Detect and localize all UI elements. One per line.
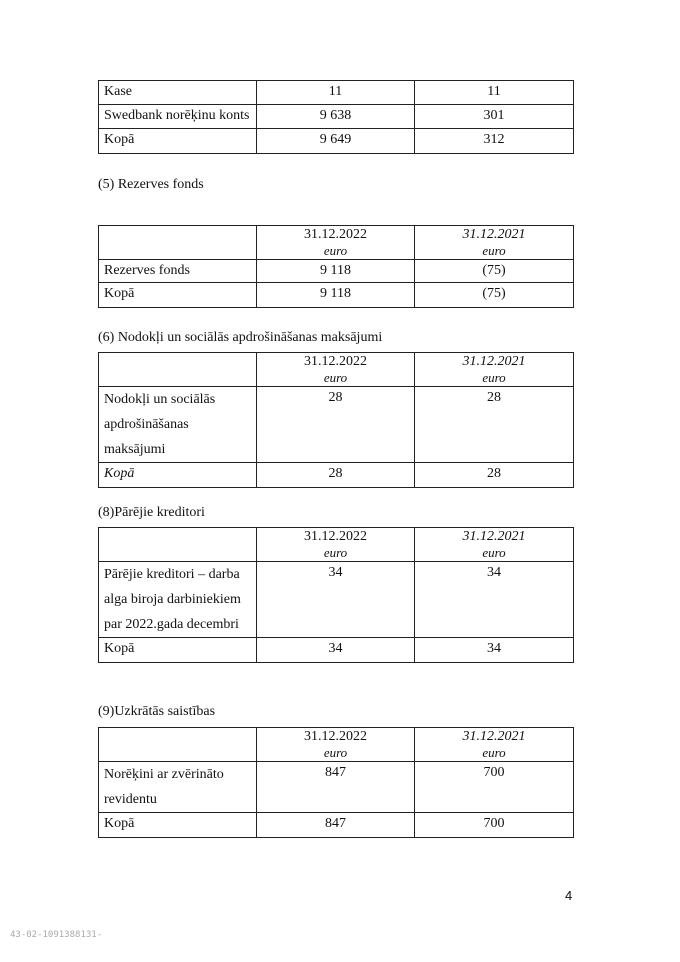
- value-cell: 312: [414, 128, 574, 154]
- date-label: 31.12.2022: [304, 227, 367, 242]
- table-row: Kopā 9 118 (75): [98, 282, 574, 308]
- value-cell: 34: [414, 637, 574, 663]
- unit-label: euro: [482, 545, 506, 560]
- value-cell: (75): [414, 282, 574, 308]
- table-row: Kopā 28 28: [98, 462, 574, 488]
- unit-label: euro: [323, 370, 348, 385]
- table-header-row: 31.12.2022 euro 31.12.2021 euro: [98, 225, 574, 260]
- header-cell: 31.12.2021 euro: [414, 727, 574, 762]
- value-cell: 9 118: [256, 259, 415, 283]
- value-cell: (75): [414, 259, 574, 283]
- header-cell: 31.12.2021 euro: [414, 527, 574, 562]
- table-row: Norēķini ar zvērināto revidentu 847 700: [98, 761, 574, 813]
- row-label: Rezerves fonds: [98, 259, 257, 283]
- table-row: Kase 11 11: [98, 80, 574, 105]
- table-header-row: 31.12.2022 euro 31.12.2021 euro: [98, 527, 574, 562]
- value-cell: 28: [256, 386, 415, 463]
- value-cell: 847: [256, 761, 415, 813]
- row-label: Kopā: [98, 282, 257, 308]
- table-row: Swedbank norēķinu konts 9 638 301: [98, 104, 574, 129]
- row-label: Kopā: [98, 637, 257, 663]
- date-label: 31.12.2022: [304, 529, 367, 544]
- header-cell: 31.12.2022 euro: [256, 225, 415, 260]
- table-row: Pārējie kreditori – darba alga biroja da…: [98, 561, 574, 638]
- value-cell: 34: [256, 561, 415, 638]
- date-label: 31.12.2022: [304, 354, 367, 369]
- header-cell: 31.12.2022 euro: [256, 352, 415, 387]
- table-header-row: 31.12.2022 euro 31.12.2021 euro: [98, 352, 574, 387]
- date-label: 31.12.2021: [462, 729, 526, 744]
- table-row: Kopā 9 649 312: [98, 128, 574, 154]
- date-label: 31.12.2022: [304, 729, 367, 744]
- header-cell: 31.12.2021 euro: [414, 352, 574, 387]
- section-heading: (6) Nodokļi un sociālās apdrošināšanas m…: [98, 330, 383, 345]
- row-label: Kopā: [98, 462, 257, 488]
- table-header-row: 31.12.2022 euro 31.12.2021 euro: [98, 727, 574, 762]
- unit-label: euro: [482, 370, 506, 385]
- value-cell: 11: [256, 80, 415, 105]
- value-cell: 11: [414, 80, 574, 105]
- value-cell: 28: [256, 462, 415, 488]
- document-stamp: 43-02-1091388131-: [10, 930, 103, 940]
- data-table: 31.12.2022 euro 31.12.2021 euro Nodokļi un s…: [98, 352, 574, 488]
- row-label: Norēķini ar zvērināto revidentu: [98, 761, 257, 813]
- row-label: Kase: [98, 80, 257, 105]
- table-row: Rezerves fonds 9 118 (75): [98, 259, 574, 283]
- header-cell: [98, 527, 257, 562]
- value-cell: 301: [414, 104, 574, 129]
- unit-label: euro: [482, 745, 506, 760]
- row-label: Nodokļi un sociālās apdrošināšanas maksā…: [98, 386, 257, 463]
- data-table: Kase 11 11 Swedbank norēķinu konts 9 638 301 K…: [98, 80, 574, 154]
- page-number: 4: [565, 888, 573, 903]
- value-cell: 700: [414, 761, 574, 813]
- unit-label: euro: [323, 243, 348, 258]
- value-cell: 700: [414, 812, 574, 838]
- value-cell: 9 638: [256, 104, 415, 129]
- data-table: 31.12.2022 euro 31.12.2021 euro Rezerves fon…: [98, 225, 574, 308]
- unit-label: euro: [323, 745, 348, 760]
- row-label: Swedbank norēķinu konts: [98, 104, 257, 129]
- row-label: Kopā: [98, 128, 257, 154]
- row-label: Pārējie kreditori – darba alga biroja da…: [98, 561, 257, 638]
- header-cell: [98, 727, 257, 762]
- section-heading: (8)Pārējie kreditori: [98, 505, 205, 520]
- value-cell: 28: [414, 386, 574, 463]
- unit-label: euro: [482, 243, 506, 258]
- unit-label: euro: [323, 545, 348, 560]
- header-cell: 31.12.2022 euro: [256, 727, 415, 762]
- value-cell: 34: [414, 561, 574, 638]
- table-row: Kopā 34 34: [98, 637, 574, 663]
- value-cell: 28: [414, 462, 574, 488]
- header-cell: [98, 225, 257, 260]
- date-label: 31.12.2021: [462, 354, 526, 369]
- value-cell: 34: [256, 637, 415, 663]
- date-label: 31.12.2021: [462, 529, 526, 544]
- data-table: 31.12.2022 euro 31.12.2021 euro Pārējie kred…: [98, 527, 574, 663]
- value-cell: 9 649: [256, 128, 415, 154]
- header-cell: 31.12.2021 euro: [414, 225, 574, 260]
- value-cell: 847: [256, 812, 415, 838]
- header-cell: [98, 352, 257, 387]
- section-heading: (9)Uzkrātās saistības: [98, 704, 216, 719]
- section-heading: (5) Rezerves fonds: [98, 177, 204, 192]
- data-table: 31.12.2022 euro 31.12.2021 euro Norēķini ar …: [98, 727, 574, 838]
- value-cell: 9 118: [256, 282, 415, 308]
- table-row: Kopā 847 700: [98, 812, 574, 838]
- date-label: 31.12.2021: [462, 227, 526, 242]
- table-row: Nodokļi un sociālās apdrošināšanas maksā…: [98, 386, 574, 463]
- row-label: Kopā: [98, 812, 257, 838]
- header-cell: 31.12.2022 euro: [256, 527, 415, 562]
